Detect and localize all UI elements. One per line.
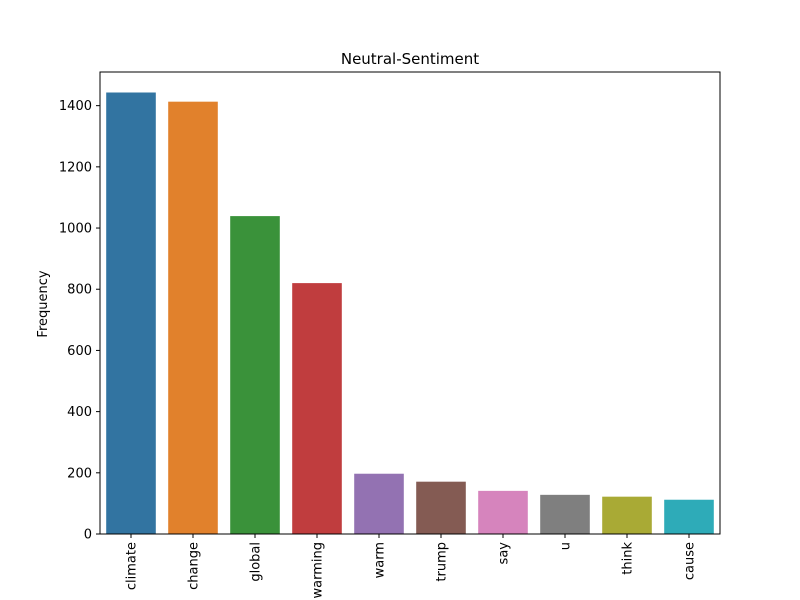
bar-warming — [292, 283, 342, 534]
bar-climate — [106, 92, 156, 535]
chart-title: Neutral-Sentiment — [341, 50, 479, 68]
x-tick-label: climate — [125, 542, 140, 590]
x-tick-label: say — [497, 542, 512, 565]
y-tick-label: 1000 — [59, 222, 92, 237]
x-tick-label: cause — [683, 542, 698, 580]
y-tick-label: 0 — [84, 528, 92, 543]
y-tick-label: 200 — [67, 466, 92, 481]
y-tick-label: 600 — [67, 344, 92, 359]
x-tick-label: warm — [373, 542, 388, 578]
x-tick-label: warming — [311, 542, 326, 598]
bars-group — [106, 92, 714, 535]
bar-global — [230, 216, 280, 534]
x-tick-label: global — [249, 542, 264, 582]
bar-say — [478, 490, 528, 534]
x-axis-ticks: climate change global warming warm trump say u t… — [125, 534, 698, 598]
bar-cause — [664, 499, 714, 534]
bar-u — [540, 494, 590, 534]
bar-warm — [354, 473, 404, 534]
bar-change — [168, 101, 218, 534]
bar-trump — [416, 481, 466, 534]
plot-frame — [99, 71, 721, 535]
x-tick-label: change — [187, 542, 202, 590]
x-tick-label: think — [621, 542, 636, 575]
y-axis-label: Frequency — [36, 270, 51, 337]
y-tick-label: 1400 — [59, 99, 92, 114]
bar-think — [602, 496, 652, 534]
x-tick-label: trump — [435, 542, 450, 582]
x-tick-label: u — [559, 542, 574, 550]
y-axis-ticks: 0 200 400 600 800 1000 1200 1400 — [59, 99, 100, 543]
y-tick-label: 800 — [67, 283, 92, 298]
y-tick-label: 1200 — [59, 160, 92, 175]
y-tick-label: 400 — [67, 405, 92, 420]
